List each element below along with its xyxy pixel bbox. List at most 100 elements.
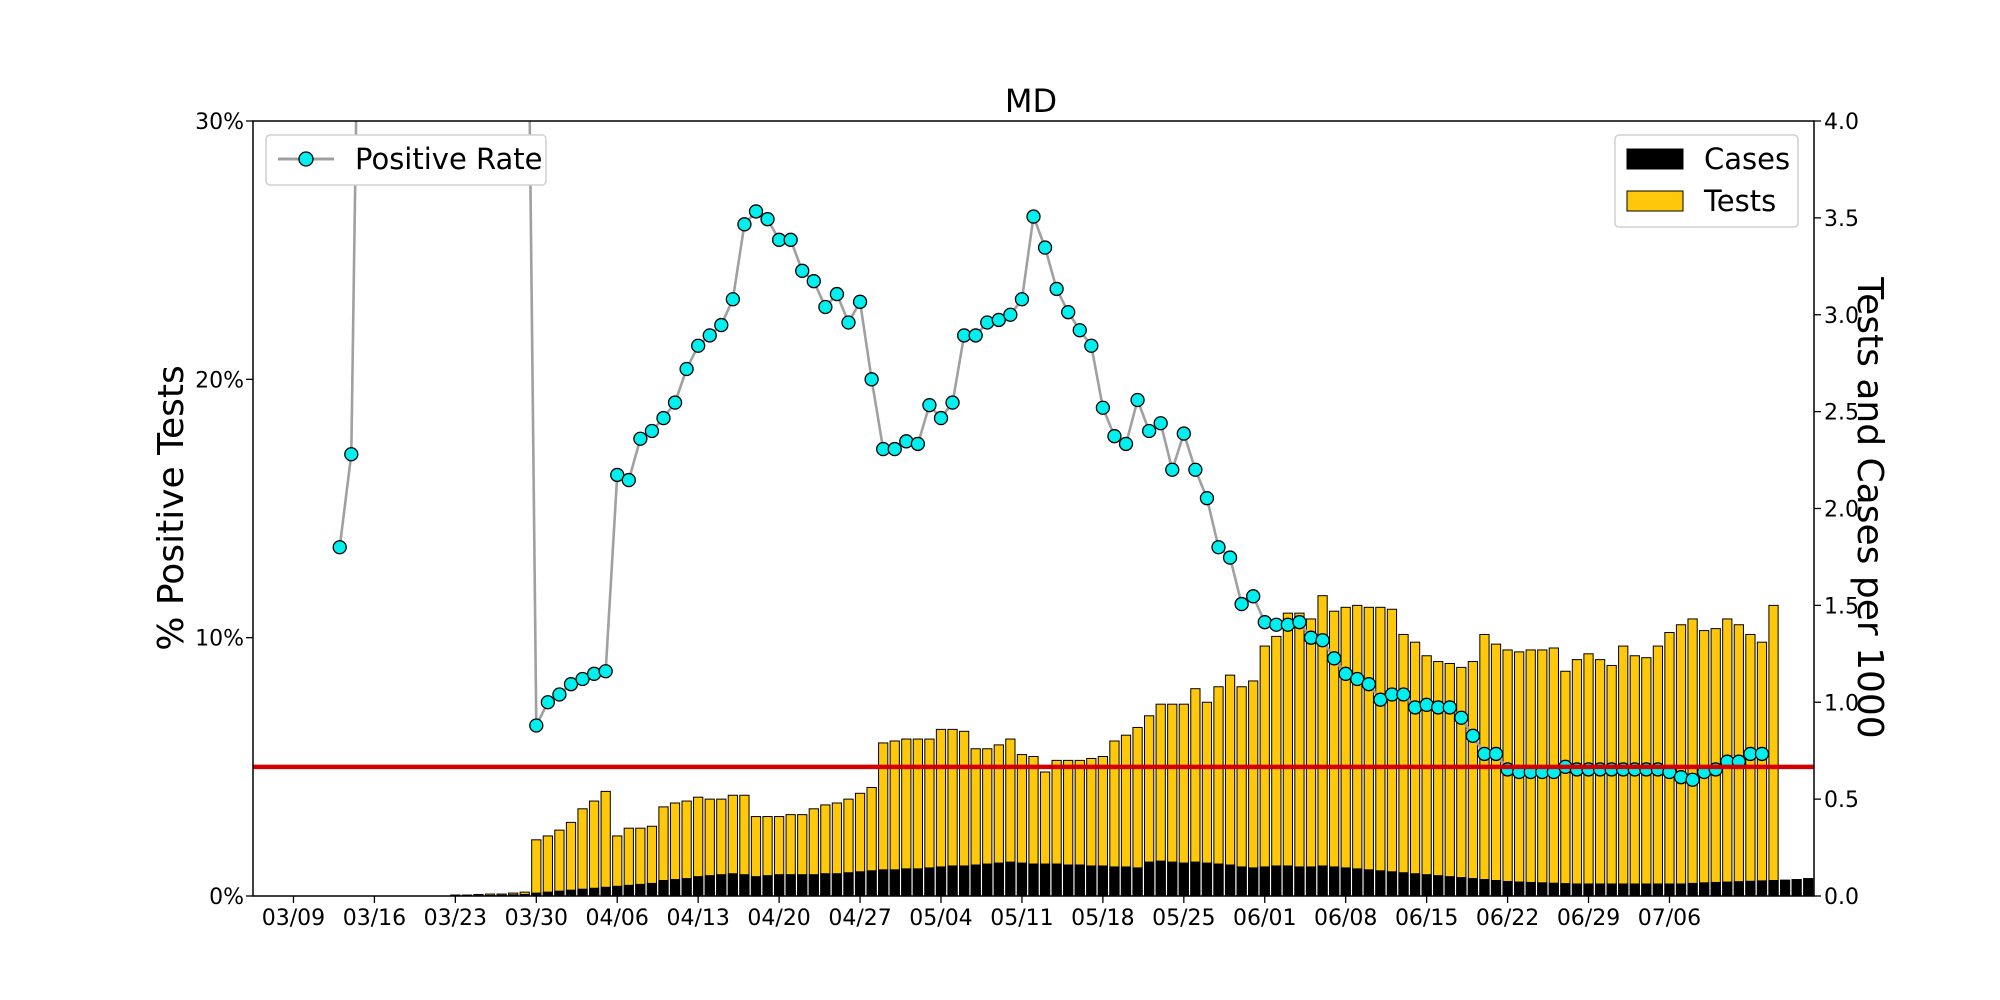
cases-bar xyxy=(1571,883,1583,897)
positive-rate-point xyxy=(760,212,775,227)
positive-rate-point xyxy=(818,299,833,315)
tests-bar xyxy=(1664,632,1675,897)
cases-bar xyxy=(797,874,808,897)
positive-rate-point xyxy=(1084,338,1099,353)
tests-bar xyxy=(1248,680,1259,897)
tests-bar xyxy=(1687,618,1698,897)
tests-bar xyxy=(1594,659,1606,897)
positive-rate-point xyxy=(748,204,764,219)
positive-rate-point xyxy=(691,338,706,353)
x-tick-label: 05/18 xyxy=(1071,906,1134,931)
cases-bar xyxy=(878,869,889,897)
positive-rate-point xyxy=(598,664,613,679)
positive-rate-point xyxy=(1465,728,1481,743)
cases-bar xyxy=(1120,866,1132,897)
cases-bar xyxy=(1155,860,1166,897)
cases-bar xyxy=(808,874,819,897)
tests-bar xyxy=(1444,663,1455,897)
cases-bar xyxy=(681,878,692,897)
cases-bar xyxy=(1213,863,1224,897)
positive-rate-point xyxy=(1257,615,1272,630)
positive-rate-point xyxy=(1326,651,1342,666)
legend-cases-tests: Cases Tests xyxy=(1614,134,1799,228)
positive-rate-point xyxy=(829,286,845,302)
positive-rate-point xyxy=(610,467,625,483)
legend-box-left xyxy=(265,134,547,186)
cases-bar xyxy=(1490,880,1502,897)
x-tick-label: 04/13 xyxy=(666,906,729,931)
right-tick-label: 2.5 xyxy=(1824,401,1859,426)
tests-bar xyxy=(1375,606,1386,897)
tests-bar xyxy=(1456,666,1467,897)
positive-rate-point xyxy=(1246,589,1261,604)
cases-bar xyxy=(1664,883,1675,897)
tests-bar xyxy=(531,839,542,897)
cases-bar xyxy=(1051,863,1062,897)
cases-bar xyxy=(1167,861,1178,897)
cases-bar xyxy=(1583,883,1594,897)
left-axis-label: % Positive Tests xyxy=(151,365,192,651)
cases-bar xyxy=(600,886,611,897)
right-tick-label: 0.0 xyxy=(1824,885,1859,910)
x-tick-label: 04/20 xyxy=(747,906,810,931)
positive-rate-point xyxy=(1361,677,1376,692)
positive-rate-point xyxy=(1153,416,1168,431)
right-tick-label: 3.0 xyxy=(1824,304,1859,329)
right-axis-label: Tests and Cases per 1000 xyxy=(1849,276,1890,738)
cases-bar xyxy=(1352,868,1363,897)
cases-bar xyxy=(1629,883,1640,897)
cases-bar xyxy=(750,876,762,897)
cases-bar xyxy=(1641,883,1652,897)
cases-bar xyxy=(612,885,623,897)
tests-bar xyxy=(588,800,600,897)
tests-bar xyxy=(1433,661,1444,897)
positive-rate-point xyxy=(1026,209,1041,224)
tests-bar xyxy=(1467,661,1479,897)
positive-rate-point xyxy=(1234,596,1249,612)
positive-rate-point xyxy=(656,410,671,426)
cases-bar xyxy=(1791,879,1802,897)
cases-bar xyxy=(843,872,854,897)
cases-bar xyxy=(831,873,843,897)
tests-bar xyxy=(1305,618,1317,897)
positive-rate-point xyxy=(933,410,949,426)
cases-bar xyxy=(1271,865,1282,897)
cases-bar xyxy=(1259,866,1270,897)
positive-rate-point xyxy=(344,447,359,462)
cases-bar xyxy=(959,865,970,897)
cases-bar xyxy=(1433,875,1444,897)
tests-bar xyxy=(1386,608,1398,897)
tests-bar xyxy=(1340,606,1351,897)
left-tick-label: 30% xyxy=(195,110,244,135)
cases-bar xyxy=(854,871,866,897)
positive-rate-point xyxy=(1396,687,1411,702)
left-tick-label: 10% xyxy=(195,627,244,652)
cases-bar xyxy=(1236,866,1247,897)
legend-positive-rate: Positive Rate xyxy=(265,134,547,186)
positive-rate-point xyxy=(1673,770,1689,785)
cases-bar xyxy=(1710,881,1721,897)
cases-bar xyxy=(727,873,738,897)
tests-bar xyxy=(1352,604,1363,897)
tests-bar xyxy=(565,821,577,897)
cases-bar xyxy=(1652,883,1664,897)
x-tick-label: 06/15 xyxy=(1395,906,1458,931)
cases-bar xyxy=(1375,870,1386,897)
positive-rate-point xyxy=(1188,462,1203,477)
positive-rate-point xyxy=(725,292,741,307)
positive-rate-point xyxy=(910,436,926,452)
cases-bar xyxy=(1201,862,1213,897)
positive-rate-point xyxy=(795,263,810,278)
cases-bar xyxy=(935,866,947,897)
cases-bar xyxy=(889,869,900,897)
positive-rate-point xyxy=(841,315,856,330)
cases-bar xyxy=(1074,864,1085,897)
x-tick-label: 05/25 xyxy=(1152,906,1215,931)
cases-bar xyxy=(1421,874,1432,897)
cases-bar xyxy=(1675,883,1687,897)
cases-bar xyxy=(1016,862,1028,897)
legend-marker-swatch xyxy=(298,151,314,167)
positive-rate-point xyxy=(1350,671,1365,687)
cases-bar xyxy=(1039,863,1051,897)
